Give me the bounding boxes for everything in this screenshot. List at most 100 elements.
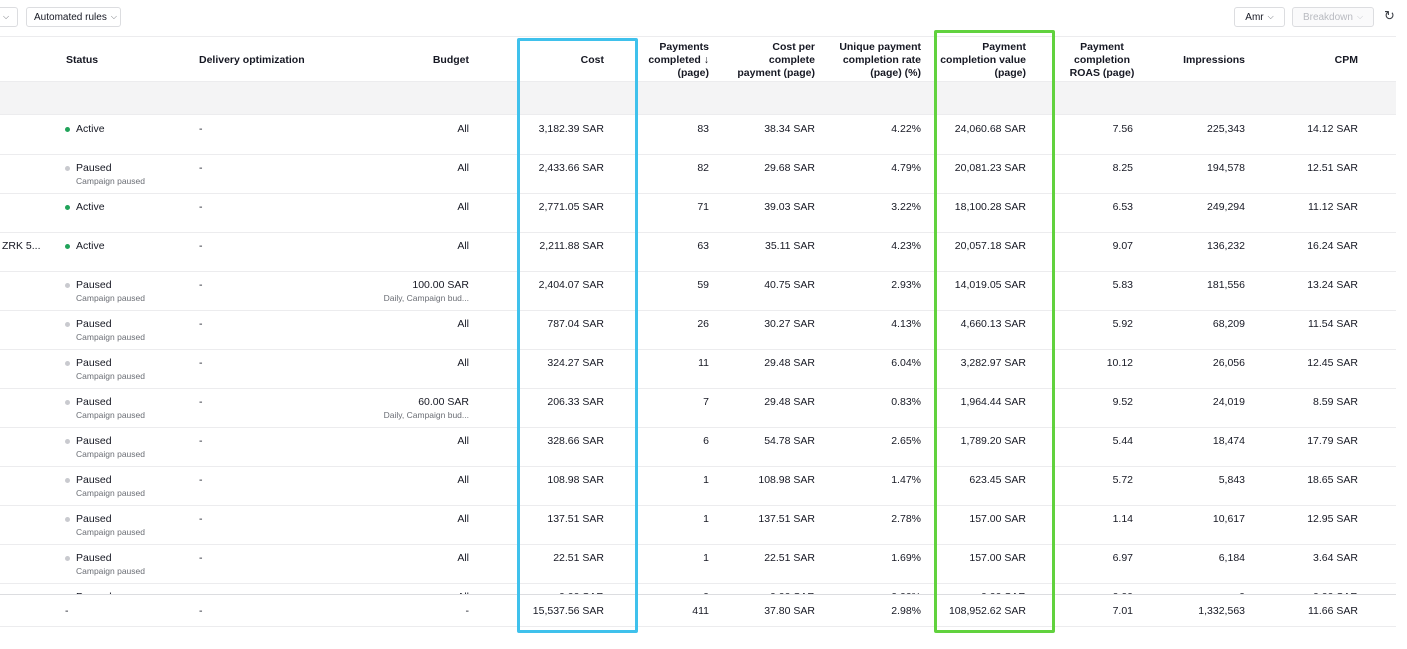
table-row[interactable]: Paused Campaign paused - 60.00 SAR Daily, Ca…: [0, 389, 1396, 428]
automated-rules-button[interactable]: Automated rules ⌵: [26, 7, 121, 27]
header-unique-rate[interactable]: Unique payment completion rate (page) (%): [821, 37, 921, 83]
table-row[interactable]: Paused Campaign paused - All 137.51 SAR 1 137.…: [0, 506, 1396, 545]
cpm-value: 17.79 SAR: [1307, 435, 1358, 447]
roas-cell: 6.97: [1023, 545, 1133, 584]
totals-cpm: 11.66 SAR: [1248, 595, 1358, 628]
impressions-cell: 194,578: [1135, 155, 1245, 194]
budget-cell[interactable]: All: [360, 545, 469, 584]
payments-cell: 59: [599, 272, 709, 311]
cpp-cell: 29.48 SAR: [705, 389, 815, 428]
value-cell: 623.45 SAR: [916, 467, 1026, 506]
roas-cell: 1.14: [1023, 506, 1133, 545]
status-paused-dot: [65, 478, 70, 483]
delivery-value: -: [199, 357, 203, 369]
header-cpm[interactable]: CPM: [1258, 37, 1358, 83]
cost-value: 328.66 SAR: [547, 435, 604, 447]
impressions-value: 68,209: [1212, 318, 1245, 330]
payments-cell: 83: [599, 116, 709, 155]
header-payment-value[interactable]: Payment completion value (page): [926, 37, 1026, 83]
table-row[interactable]: Paused Campaign paused - All 22.51 SAR 1 22.51…: [0, 545, 1396, 584]
delivery-cell: -: [199, 506, 299, 545]
table-header: Status Delivery optimization Budget Cost…: [0, 36, 1396, 82]
budget-cell[interactable]: All: [360, 311, 469, 350]
collapse-button[interactable]: ⌵: [0, 7, 18, 27]
status-sub-label: Campaign paused: [76, 371, 145, 381]
budget-value: All: [457, 201, 469, 213]
budget-cell[interactable]: 60.00 SAR Daily, Campaign bud...: [360, 389, 469, 428]
cost-cell: 787.04 SAR: [494, 311, 604, 350]
cost-cell: 2,433.66 SAR: [494, 155, 604, 194]
value-value: 1,964.44 SAR: [960, 396, 1026, 408]
table-row[interactable]: Paused Campaign paused - All 2,433.66 SAR 82 2…: [0, 155, 1396, 194]
header-status[interactable]: Status: [66, 37, 186, 83]
refresh-icon[interactable]: ↻: [1384, 8, 1395, 23]
header-payments-completed[interactable]: Payments completed ↓ (page): [610, 37, 709, 83]
budget-cell[interactable]: All: [360, 506, 469, 545]
status-label: Paused: [76, 279, 112, 291]
impressions-cell: 249,294: [1135, 194, 1245, 233]
value-cell: 18,100.28 SAR: [916, 194, 1026, 233]
roas-cell: 8.25: [1023, 155, 1133, 194]
roas-value: 1.14: [1112, 513, 1133, 525]
chevron-down-icon: ⌵: [1267, 12, 1274, 21]
rate-cell: 1.47%: [811, 467, 921, 506]
totals-row: - - - 15,537.56 SAR 411 37.80 SAR 2.98% 108,952…: [0, 594, 1396, 627]
header-budget[interactable]: Budget: [370, 37, 469, 83]
table-row[interactable]: Paused Campaign paused - All 787.04 SAR 26 30.…: [0, 311, 1396, 350]
roas-value: 5.92: [1112, 318, 1133, 330]
header-delivery[interactable]: Delivery optimization: [199, 37, 369, 83]
value-value: 20,057.18 SAR: [954, 240, 1026, 252]
cpp-value: 22.51 SAR: [764, 552, 815, 564]
delivery-cell: -: [199, 116, 299, 155]
budget-cell[interactable]: All: [360, 233, 469, 272]
status-paused-dot: [65, 556, 70, 561]
table-row[interactable]: Paused Campaign paused - All 324.27 SAR 11 29.…: [0, 350, 1396, 389]
rate-value: 2.65%: [891, 435, 921, 447]
delivery-cell: -: [199, 428, 299, 467]
impressions-value: 225,343: [1207, 123, 1245, 135]
budget-cell[interactable]: All: [360, 428, 469, 467]
budget-cell[interactable]: All: [360, 194, 469, 233]
budget-value: 60.00 SAR: [418, 396, 469, 408]
rate-cell: 0.83%: [811, 389, 921, 428]
campaign-name[interactable]: ZRK 5...: [2, 233, 62, 272]
payments-value: 1: [703, 552, 709, 564]
table-row[interactable]: Active - All 3,182.39 SAR 83 38.34 SAR 4.22% 24…: [0, 116, 1396, 155]
header-roas[interactable]: Payment completion ROAS (page): [1062, 37, 1142, 83]
value-cell: 157.00 SAR: [916, 506, 1026, 545]
budget-value: All: [457, 513, 469, 525]
header-cost[interactable]: Cost: [505, 37, 604, 83]
roas-value: 6.97: [1112, 552, 1133, 564]
cpm-value: 11.54 SAR: [1307, 318, 1358, 330]
cost-cell: 22.51 SAR: [494, 545, 604, 584]
budget-cell[interactable]: All: [360, 350, 469, 389]
table-row[interactable]: Paused Campaign paused - All 108.98 SAR 1 108.…: [0, 467, 1396, 506]
cost-cell: 3,182.39 SAR: [494, 116, 604, 155]
budget-value: 100.00 SAR: [412, 279, 469, 291]
header-impressions[interactable]: Impressions: [1145, 37, 1245, 83]
budget-cell[interactable]: All: [360, 155, 469, 194]
status-label: Paused: [76, 318, 112, 330]
header-roas-label: Payment completion ROAS (page): [1069, 40, 1135, 79]
currency-select[interactable]: Amr ⌵: [1234, 7, 1285, 27]
budget-cell[interactable]: All: [360, 467, 469, 506]
budget-cell[interactable]: 100.00 SAR Daily, Campaign bud...: [360, 272, 469, 311]
table-row[interactable]: ZRK 5... Active - All 2,211.88 SAR 63 35.11 SA…: [0, 233, 1396, 272]
cpm-cell: 14.12 SAR: [1248, 116, 1358, 155]
table-row[interactable]: Paused Campaign paused - 100.00 SAR Daily, C…: [0, 272, 1396, 311]
value-cell: 24,060.68 SAR: [916, 116, 1026, 155]
header-cost-per-payment[interactable]: Cost per complete payment (page): [715, 37, 815, 83]
totals-status: -: [65, 595, 105, 628]
payments-value: 11: [698, 357, 709, 369]
cpm-cell: 11.54 SAR: [1248, 311, 1358, 350]
header-budget-label: Budget: [432, 53, 469, 66]
impressions-cell: 10,617: [1135, 506, 1245, 545]
table-row[interactable]: Active - All 2,771.05 SAR 71 39.03 SAR 3.22% 18…: [0, 194, 1396, 233]
table-row[interactable]: Paused Campaign paused - All 328.66 SAR 6 54.7…: [0, 428, 1396, 467]
breakdown-button[interactable]: Breakdown ⌵: [1292, 7, 1374, 27]
budget-cell[interactable]: All: [360, 116, 469, 155]
status-sub-label: Campaign paused: [76, 332, 145, 342]
status-label: Paused: [76, 396, 112, 408]
cpp-cell: 29.48 SAR: [705, 350, 815, 389]
rate-cell: 2.65%: [811, 428, 921, 467]
